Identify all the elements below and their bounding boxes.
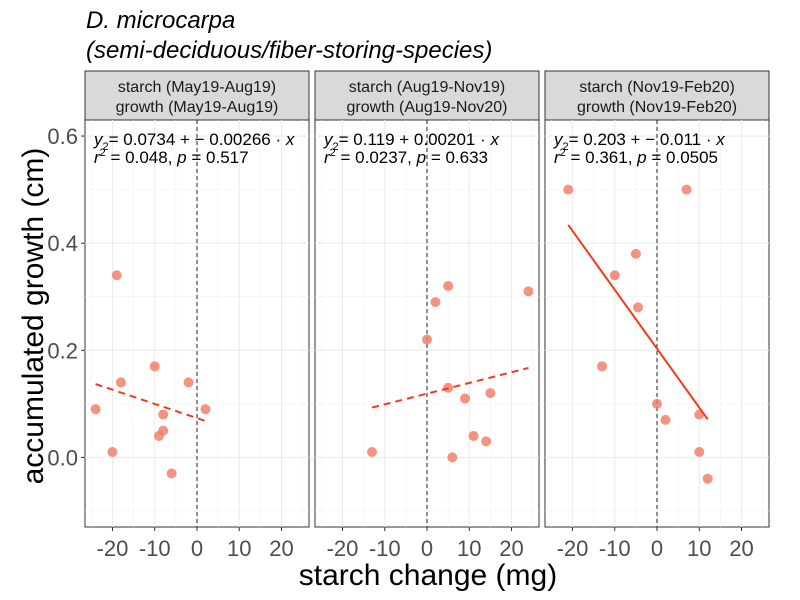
data-point bbox=[632, 302, 643, 313]
strip-box bbox=[544, 70, 770, 121]
x-tick-label: 10 bbox=[457, 536, 481, 561]
data-point bbox=[630, 248, 641, 259]
data-point bbox=[149, 361, 160, 372]
strip-box bbox=[314, 70, 540, 121]
strip-label: starch (May19-Aug19) bbox=[118, 79, 276, 96]
data-point bbox=[158, 425, 169, 436]
data-point bbox=[447, 452, 458, 463]
chart-subtitle: (semi-deciduous/fiber-storing-species) bbox=[86, 37, 492, 64]
regression-stats: r2 = 0.0237, p = 0.633 bbox=[324, 147, 488, 167]
y-tick-label: 0.2 bbox=[47, 338, 78, 363]
data-point bbox=[681, 184, 692, 195]
x-tick-label: -10 bbox=[599, 536, 631, 561]
x-tick-label: 0 bbox=[191, 536, 203, 561]
data-point bbox=[481, 436, 492, 447]
data-point bbox=[367, 447, 378, 458]
data-point bbox=[652, 398, 662, 409]
data-point bbox=[468, 430, 479, 441]
data-point bbox=[430, 297, 441, 308]
strip-label: growth (Nov19-Feb20) bbox=[577, 99, 737, 116]
x-tick-label: 0 bbox=[651, 536, 663, 561]
x-tick-label: -20 bbox=[557, 536, 589, 561]
data-point bbox=[443, 281, 454, 292]
strip-label: growth (May19-Aug19) bbox=[116, 99, 279, 116]
x-tick-label: 10 bbox=[687, 536, 711, 561]
data-point bbox=[166, 468, 177, 479]
regression-stats: r2 = 0.361, p = 0.0505 bbox=[554, 147, 718, 167]
data-point bbox=[183, 377, 194, 388]
data-point bbox=[90, 404, 101, 415]
x-tick-label: 0 bbox=[421, 536, 433, 561]
x-tick-label: 20 bbox=[499, 536, 523, 561]
regression-equation: y2= 0.203 + − 0.011 · x bbox=[553, 130, 725, 153]
data-point bbox=[115, 377, 126, 388]
strip-label: growth (Aug19-Nov20) bbox=[347, 99, 508, 116]
panels-group: starch (May19-Aug19) growth (May19-Aug19)… bbox=[47, 70, 770, 561]
data-point bbox=[200, 404, 211, 415]
strip-box bbox=[84, 70, 310, 121]
data-point bbox=[111, 270, 122, 281]
strip-label: starch (Aug19-Nov19) bbox=[349, 79, 506, 96]
data-point bbox=[563, 184, 574, 195]
x-tick-label: 20 bbox=[269, 536, 293, 561]
regression-line bbox=[371, 366, 529, 409]
regression-equation: y2= 0.0734 + − 0.00266 · x bbox=[93, 130, 295, 153]
x-tick-label: 20 bbox=[729, 536, 753, 561]
x-tick-label: -10 bbox=[369, 536, 401, 561]
x-tick-label: -20 bbox=[97, 536, 129, 561]
x-tick-label: 10 bbox=[227, 536, 251, 561]
x-tick-label: -10 bbox=[139, 536, 171, 561]
panel-1: starch (May19-Aug19) growth (May19-Aug19)… bbox=[47, 70, 310, 561]
panel-2: starch (Aug19-Nov19) growth (Aug19-Nov20)… bbox=[314, 70, 540, 561]
data-point bbox=[702, 473, 713, 484]
data-point bbox=[422, 334, 432, 345]
y-axis-title: accumulated growth (cm) bbox=[17, 148, 50, 485]
data-point bbox=[460, 393, 471, 404]
y-tick-label: 0.6 bbox=[47, 124, 78, 149]
data-point bbox=[597, 361, 608, 372]
x-tick-label: -20 bbox=[327, 536, 359, 561]
y-tick-label: 0.4 bbox=[47, 231, 78, 256]
regression-equation: y2= 0.119 + 0.00201 · x bbox=[323, 130, 500, 153]
data-point bbox=[158, 409, 169, 420]
regression-line bbox=[567, 224, 709, 420]
strip-label: starch (Nov19-Feb20) bbox=[579, 79, 735, 96]
data-point bbox=[523, 286, 534, 297]
y-tick-label: 0.0 bbox=[47, 445, 78, 470]
data-point bbox=[107, 447, 118, 458]
data-point bbox=[694, 447, 705, 458]
data-point bbox=[609, 270, 620, 281]
data-point bbox=[660, 414, 671, 425]
x-axis-title: starch change (mg) bbox=[299, 559, 557, 592]
panel-3: starch (Nov19-Feb20) growth (Nov19-Feb20)… bbox=[544, 70, 770, 561]
chart-title: D. microcarpa bbox=[86, 7, 235, 34]
data-point bbox=[485, 388, 496, 399]
regression-line bbox=[95, 383, 206, 422]
regression-stats: r2 = 0.048, p = 0.517 bbox=[94, 147, 249, 167]
